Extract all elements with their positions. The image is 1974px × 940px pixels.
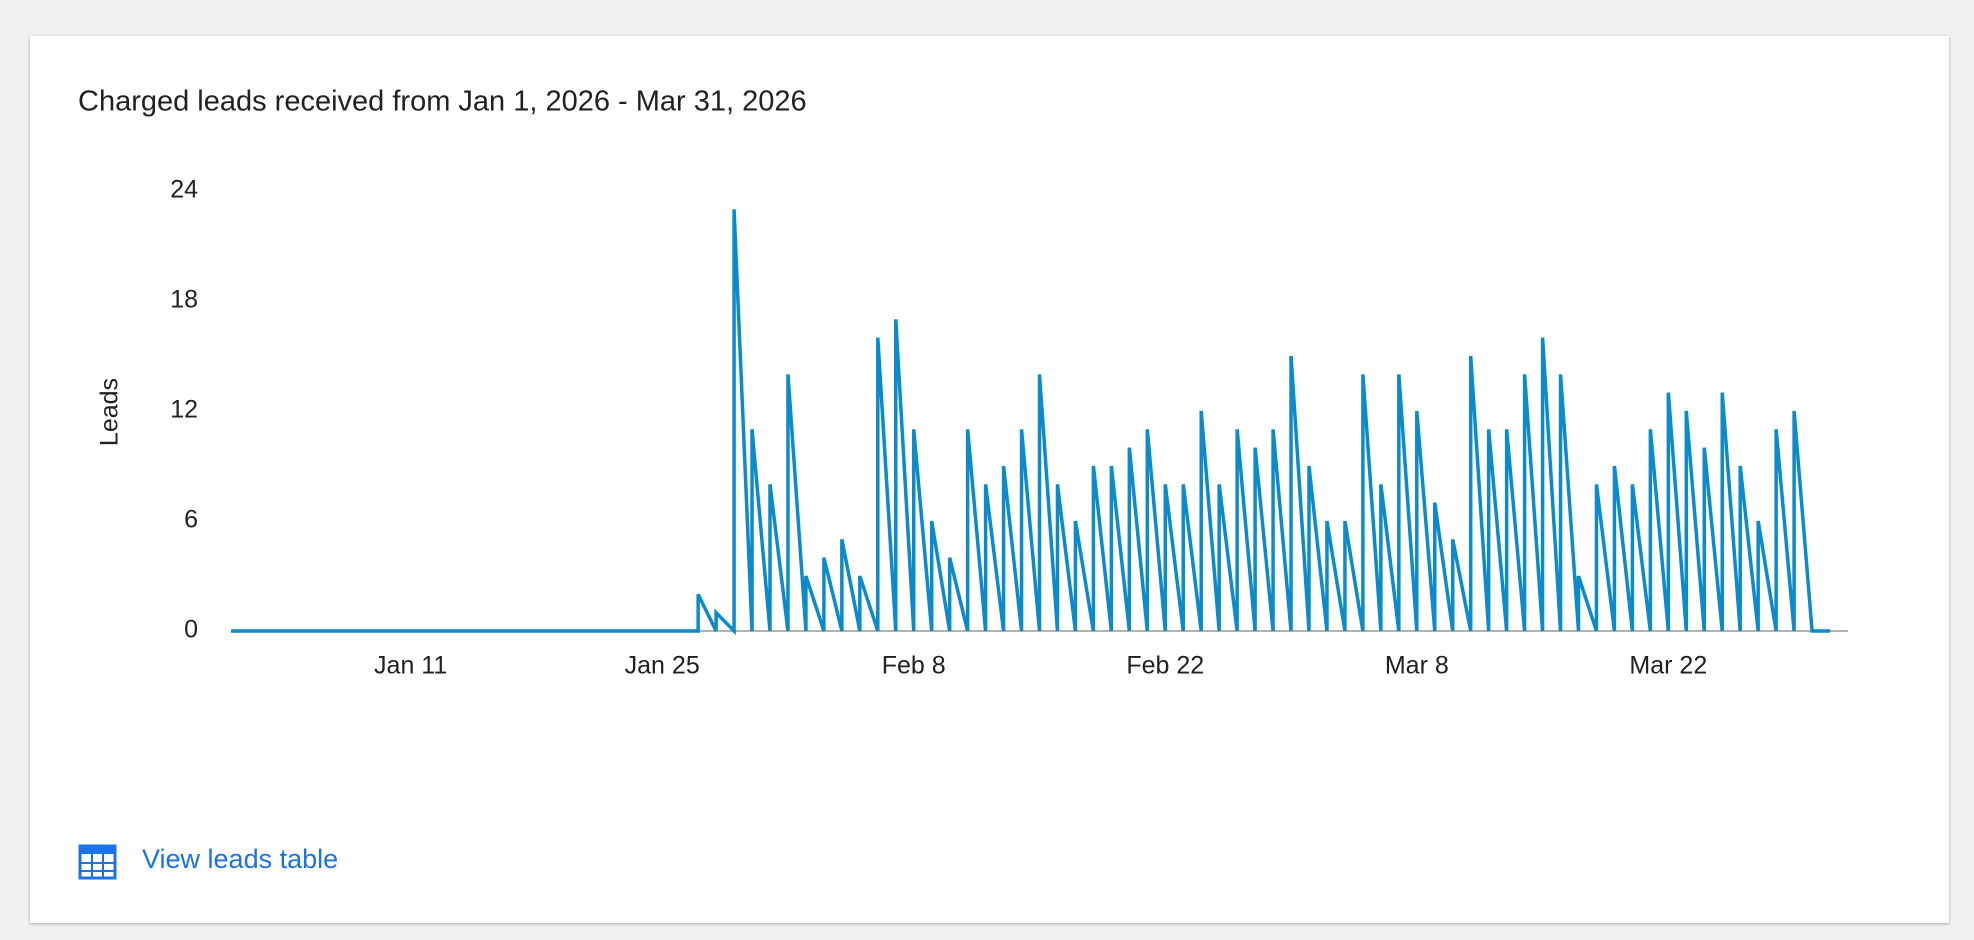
card	[30, 36, 1949, 923]
x-tick-label: Feb 8	[882, 652, 946, 680]
x-tick-label: Feb 22	[1126, 652, 1204, 680]
icon-header	[80, 846, 115, 854]
y-tick-label: 24	[170, 176, 198, 204]
x-tick-label: Jan 25	[625, 652, 700, 680]
icon-col	[102, 846, 104, 878]
view-leads-link[interactable]: View leads table	[142, 844, 338, 874]
x-tick-label: Jan 11	[374, 652, 447, 680]
y-tick-label: 6	[184, 506, 198, 534]
table-icon	[78, 844, 117, 880]
y-axis-label: Leads	[96, 378, 124, 446]
y-tick-label: 18	[170, 286, 198, 314]
y-tick-label: 0	[184, 616, 198, 644]
icon-row	[80, 862, 115, 864]
chart-title: Charged leads received from Jan 1, 2026 …	[78, 86, 807, 118]
icon-row	[80, 870, 115, 872]
y-tick-label: 12	[170, 396, 198, 424]
icon-col	[91, 846, 93, 878]
x-tick-label: Mar 8	[1385, 652, 1449, 680]
series-line	[231, 209, 1831, 636]
x-tick-label: Mar 22	[1629, 652, 1707, 680]
